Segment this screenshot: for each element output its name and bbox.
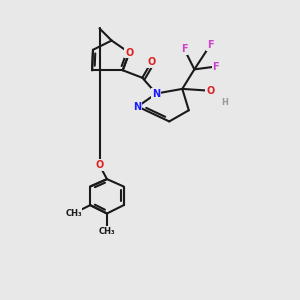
Text: N: N xyxy=(152,88,160,98)
Text: F: F xyxy=(212,61,219,72)
Text: O: O xyxy=(95,160,104,170)
Text: CH₃: CH₃ xyxy=(99,227,115,236)
Text: F: F xyxy=(207,40,214,50)
Text: CH₃: CH₃ xyxy=(65,209,82,218)
Text: N: N xyxy=(134,102,142,112)
Text: F: F xyxy=(181,44,188,54)
Text: O: O xyxy=(125,48,134,58)
Text: O: O xyxy=(148,57,156,67)
Text: O: O xyxy=(206,86,214,96)
Text: H: H xyxy=(222,98,229,107)
